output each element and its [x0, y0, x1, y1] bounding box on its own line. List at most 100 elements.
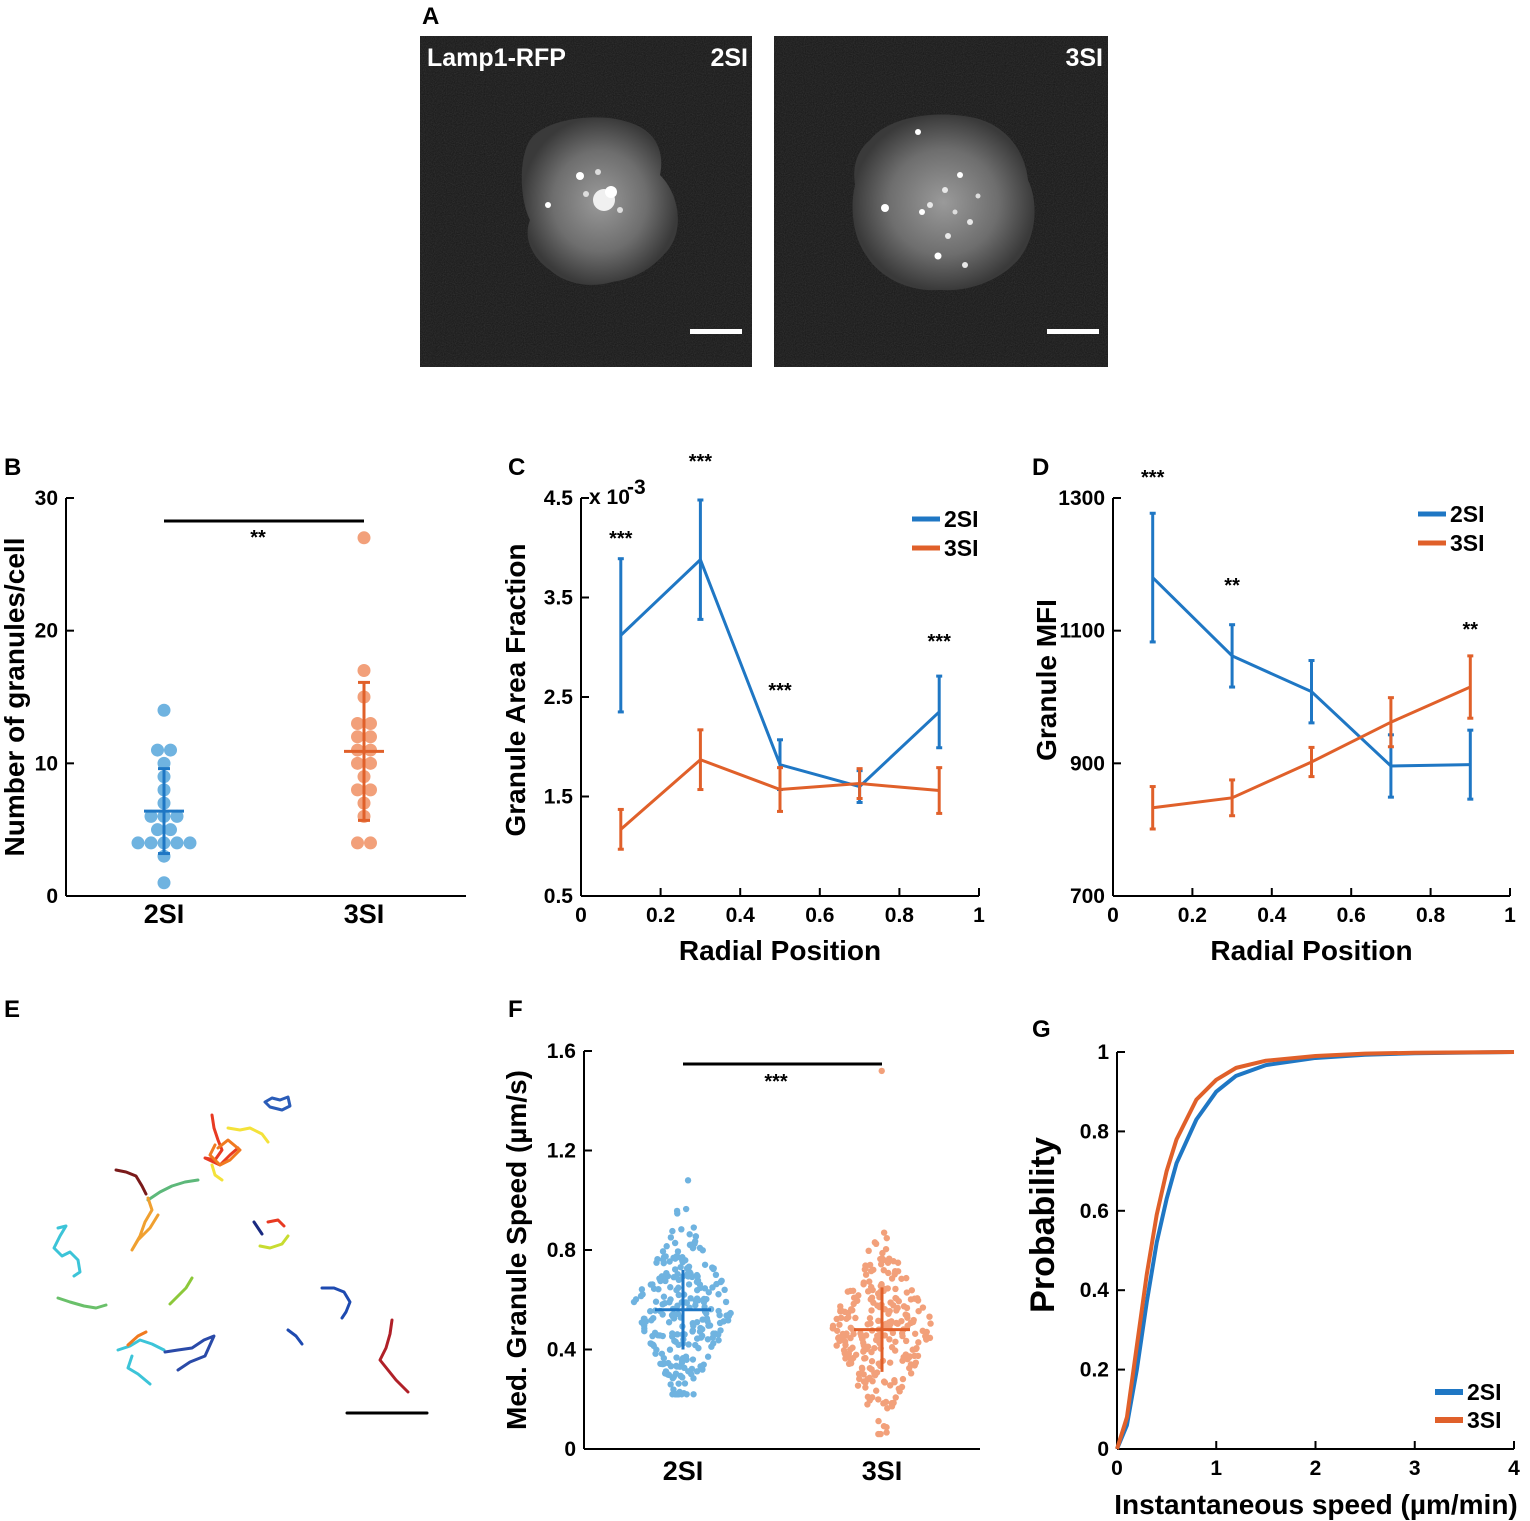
data-point — [364, 836, 377, 850]
data-point — [665, 1371, 673, 1379]
data-point — [864, 1288, 872, 1295]
data-point — [896, 1388, 903, 1395]
data-point — [652, 1350, 659, 1357]
data-point — [880, 1229, 888, 1236]
data-point — [877, 1261, 885, 1268]
data-point — [860, 1371, 867, 1378]
data-point — [892, 1285, 899, 1293]
scale-bar — [1047, 329, 1099, 334]
x-tick-label: 1 — [1504, 904, 1516, 927]
data-point — [659, 1360, 666, 1368]
data-point — [704, 1336, 712, 1343]
data-point — [674, 1270, 681, 1278]
chart-granule-count: 0 10 20 30 2SI 3SI Number of granules/cell ** — [0, 487, 466, 929]
data-point — [701, 1261, 709, 1268]
data-point — [663, 1269, 670, 1277]
data-point — [858, 1364, 866, 1371]
track-light-green — [168, 1276, 194, 1306]
data-point — [667, 1284, 674, 1291]
data-point — [667, 1362, 675, 1370]
data-point — [908, 1287, 916, 1294]
data-point — [678, 1357, 686, 1364]
data-point — [845, 1350, 853, 1357]
data-point — [695, 1344, 702, 1352]
data-point — [873, 1369, 881, 1376]
track-orange — [208, 1138, 242, 1167]
chart-granule-mfi: 700 900 1100 1300 0 0.2 0.4 0.6 0.8 1 Radial Posit… — [1031, 467, 1516, 966]
data-point — [862, 1354, 869, 1362]
y-tick-label: 4.5 — [544, 487, 574, 510]
y-tick-label: 0 — [1097, 1438, 1109, 1461]
y-tick-label: 1300 — [1058, 487, 1105, 510]
data-point — [351, 730, 364, 744]
data-point — [151, 823, 164, 837]
data-point — [709, 1264, 716, 1271]
legend-label: 3SI — [1450, 530, 1485, 556]
y-axis-label: Granule Area Fraction — [500, 543, 531, 836]
significance-label: *** — [764, 1071, 788, 1093]
granule — [617, 207, 623, 213]
data-point — [888, 1318, 895, 1325]
data-point — [885, 1269, 892, 1277]
panel-letter-d: D — [1032, 454, 1049, 481]
data-point — [844, 1288, 852, 1295]
data-point — [666, 1346, 674, 1353]
y-axis-label: Number of granules/cell — [0, 538, 30, 857]
y-tick-label: 1100 — [1059, 620, 1105, 643]
data-point — [836, 1321, 843, 1328]
data-point — [862, 1271, 870, 1278]
data-point — [839, 1330, 847, 1338]
data-point — [887, 1382, 894, 1389]
data-point — [131, 836, 145, 850]
data-point — [144, 809, 158, 823]
data-point — [684, 1265, 692, 1273]
data-point — [665, 1319, 673, 1326]
data-point — [649, 1281, 656, 1288]
significance-label: ** — [250, 527, 266, 549]
data-point — [847, 1357, 855, 1364]
significance-label: *** — [609, 528, 633, 550]
data-point — [898, 1330, 906, 1337]
y-tick-label: 1 — [1097, 1041, 1109, 1064]
data-point — [883, 1429, 890, 1436]
data-point — [671, 1337, 678, 1345]
data-point — [890, 1302, 897, 1309]
data-point — [868, 1394, 876, 1401]
data-point — [927, 1320, 934, 1327]
x-tick-label: 0.4 — [726, 904, 756, 927]
track-lime — [258, 1234, 290, 1250]
data-point — [364, 756, 377, 770]
data-point — [656, 1332, 664, 1339]
granule — [881, 204, 889, 212]
data-point — [849, 1344, 856, 1351]
data-point — [144, 836, 158, 850]
track-crimson — [378, 1318, 410, 1394]
data-point — [886, 1336, 893, 1343]
data-point — [673, 1207, 681, 1215]
y-tick-label: 1.6 — [547, 1040, 576, 1063]
data-point — [888, 1344, 896, 1351]
data-point — [899, 1357, 906, 1364]
data-point — [902, 1311, 909, 1318]
data-point — [703, 1310, 710, 1317]
data-point — [675, 1276, 682, 1284]
data-point — [690, 1391, 697, 1398]
significance-label: ** — [1463, 619, 1479, 641]
granule — [975, 193, 981, 199]
data-point — [911, 1352, 918, 1360]
significance-label: *** — [689, 451, 713, 473]
data-point — [170, 836, 184, 850]
data-point — [164, 823, 177, 837]
data-point — [689, 1244, 697, 1252]
data-point — [858, 1335, 866, 1343]
data-point — [637, 1292, 645, 1300]
data-point — [829, 1322, 837, 1330]
legend-label: 3SI — [1467, 1407, 1502, 1433]
data-point — [647, 1340, 654, 1347]
y-tick-label: 1.2 — [547, 1140, 576, 1163]
x-category-label: 3SI — [862, 1456, 903, 1486]
data-point — [662, 1277, 669, 1285]
data-point — [656, 1275, 663, 1282]
data-point — [875, 1417, 882, 1425]
